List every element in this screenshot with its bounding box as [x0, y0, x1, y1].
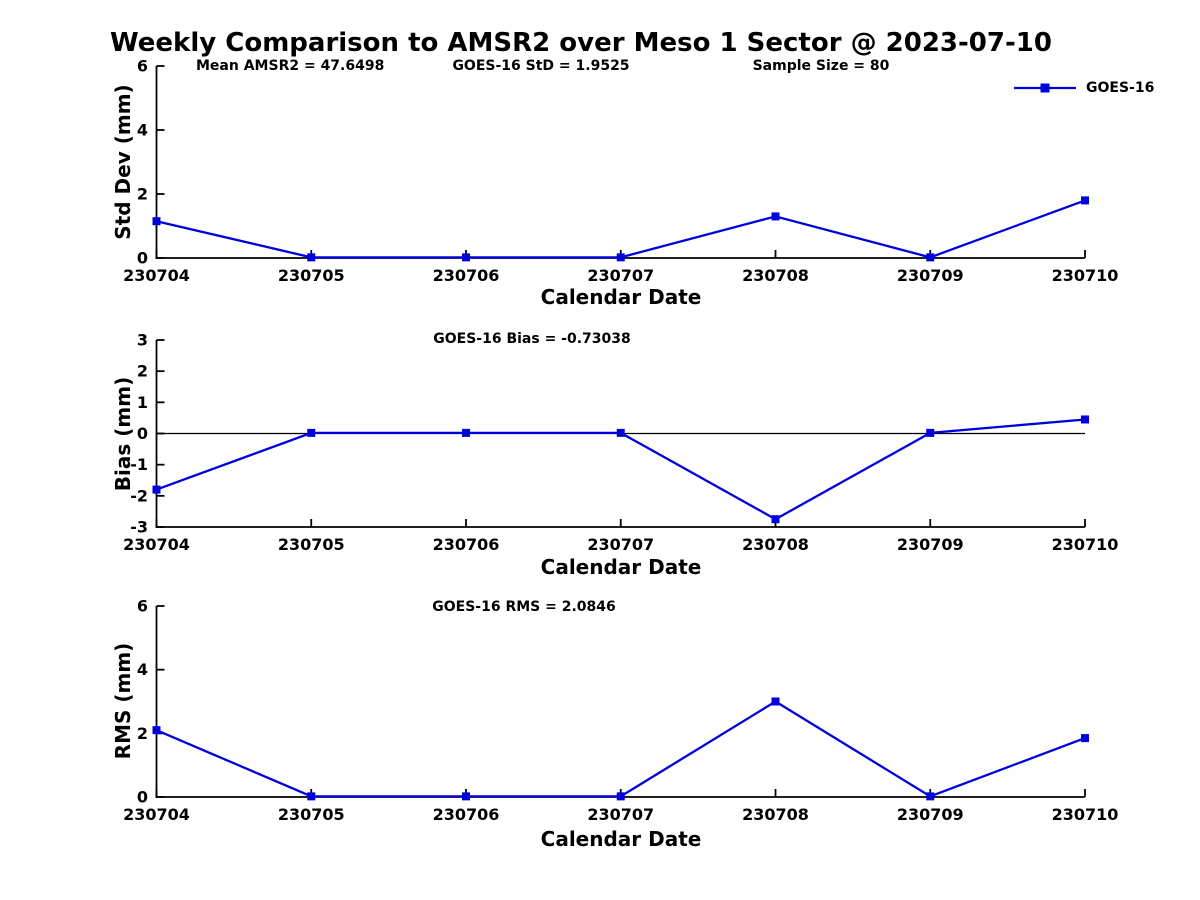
bias-x-tick-label: 230704: [123, 535, 190, 554]
figure-title: Weekly Comparison to AMSR2 over Meso 1 S…: [110, 28, 1052, 58]
bias-data-marker: [307, 428, 316, 437]
legend-series-label: GOES-16: [1086, 80, 1155, 96]
std-dev-data-marker: [1081, 196, 1089, 205]
rms-data-marker: [771, 697, 780, 706]
bias-y-tick-label: 0: [137, 424, 148, 443]
bias-y-tick-label: -1: [130, 455, 148, 474]
std-dev-y-tick-label: 4: [137, 121, 148, 140]
rms-data-marker: [1081, 734, 1089, 743]
rms-data-marker: [307, 792, 316, 801]
rms-y-tick-label: 2: [137, 724, 148, 743]
bias-data-marker: [616, 428, 625, 437]
rms-subplot-title: GOES-16 RMS = 2.0846: [432, 599, 616, 615]
bias-y-tick-label: 1: [137, 393, 148, 412]
std-dev-x-tick-label: 230707: [587, 266, 654, 285]
bias-subplot-title: GOES-16 Bias = -0.73038: [433, 331, 631, 347]
rms-x-tick-label: 230707: [587, 805, 654, 824]
std-dev-y-tick-label: 0: [137, 249, 148, 268]
legend: GOES-16: [1012, 78, 1154, 98]
rms-data-marker: [152, 726, 161, 735]
std-dev-x-tick-label: 230708: [742, 266, 809, 285]
bias-data-marker: [771, 515, 780, 524]
rms-y-tick-label: 6: [137, 597, 148, 616]
rms-y-tick-label: 4: [137, 660, 148, 679]
bias-x-tick-label: 230708: [742, 535, 809, 554]
bias-data-marker: [152, 485, 161, 494]
std-dev-data-marker: [771, 212, 780, 221]
bias-y-tick-label: -3: [130, 518, 148, 537]
bias-y-tick-label: -2: [130, 486, 148, 505]
std-dev-data-marker: [462, 253, 470, 262]
std-dev-series-line: [156, 199, 1086, 259]
rms-series-line: [156, 700, 1086, 798]
bias-x-tick-label: 230706: [433, 535, 500, 554]
bias-y-tick-label: 3: [137, 331, 148, 350]
bias-data-marker: [926, 428, 935, 437]
std-dev-data-marker: [616, 253, 625, 262]
rms-data-marker: [462, 792, 470, 801]
rms-x-tick-label: 230708: [742, 805, 809, 824]
std-dev-x-tick-label: 230710: [1052, 266, 1119, 285]
rms-x-tick-label: 230704: [123, 805, 190, 824]
rms-x-axis-label: Calendar Date: [540, 827, 702, 851]
std-dev-x-tick-label: 230706: [433, 266, 500, 285]
annotation-goes16-std: GOES-16 StD = 1.9525: [452, 58, 630, 74]
bias-x-tick-label: 230707: [587, 535, 654, 554]
stddev-x-axis-label: Calendar Date: [540, 285, 702, 309]
std-dev-y-tick-label: 2: [137, 185, 148, 204]
std-dev-data-marker: [926, 253, 935, 262]
std-dev-data-marker: [307, 253, 316, 262]
bias-data-marker: [1081, 415, 1089, 424]
rms-x-tick-label: 230705: [278, 805, 345, 824]
rms-x-tick-label: 230709: [897, 805, 964, 824]
std-dev-y-tick-label: 6: [137, 57, 148, 76]
std-dev-x-tick-label: 230709: [897, 266, 964, 285]
annotation-sample-size: Sample Size = 80: [752, 58, 890, 74]
rms-data-marker: [926, 792, 935, 801]
bias-x-tick-label: 230705: [278, 535, 345, 554]
rms-x-tick-label: 230710: [1052, 805, 1119, 824]
bias-y-tick-label: 2: [137, 362, 148, 381]
bias-x-tick-label: 230709: [897, 535, 964, 554]
bias-x-axis-label: Calendar Date: [540, 555, 702, 579]
rms-y-tick-label: 0: [137, 788, 148, 807]
rms-data-marker: [616, 792, 625, 801]
rms-x-tick-label: 230706: [433, 805, 500, 824]
annotation-mean-amsr2: Mean AMSR2 = 47.6498: [196, 58, 385, 74]
bias-data-marker: [462, 428, 470, 437]
std-dev-x-tick-label: 230705: [278, 266, 345, 285]
bias-x-tick-label: 230710: [1052, 535, 1119, 554]
std-dev-data-marker: [152, 217, 161, 226]
legend-line-marker-icon: [1014, 83, 1076, 93]
std-dev-x-tick-label: 230704: [123, 266, 190, 285]
